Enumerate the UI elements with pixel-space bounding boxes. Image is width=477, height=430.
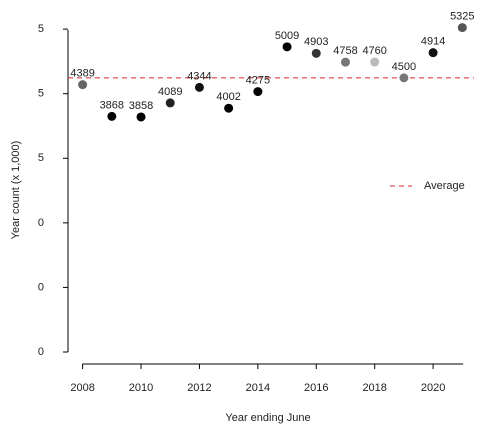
value-label: 4002 <box>216 91 240 103</box>
x-tick-label: 2012 <box>187 382 211 394</box>
point <box>370 57 380 67</box>
x-tick-label: 2010 <box>129 382 153 394</box>
point <box>107 111 117 121</box>
x-tick-label: 2018 <box>362 382 386 394</box>
point <box>194 82 204 92</box>
y-tick-label: 5 <box>38 23 44 35</box>
y-axis-title: Year count (x 1,000) <box>10 141 22 240</box>
y-tick-label: 0 <box>38 346 44 358</box>
legend-label: Average <box>424 180 465 192</box>
value-label: 4389 <box>70 68 94 80</box>
value-label: 4344 <box>187 70 211 82</box>
point <box>282 42 292 52</box>
value-label: 3858 <box>129 100 153 112</box>
value-label: 3868 <box>100 99 124 111</box>
x-tick-label: 2020 <box>421 382 445 394</box>
y-tick-label: 5 <box>38 88 44 100</box>
x-tick-label: 2016 <box>304 382 328 394</box>
y-tick-label: 0 <box>38 281 44 293</box>
value-label: 4914 <box>421 36 445 48</box>
point <box>253 87 263 97</box>
value-label: 4760 <box>362 45 386 57</box>
point <box>399 73 409 83</box>
value-label: 4275 <box>246 74 270 86</box>
value-label: 4903 <box>304 36 328 48</box>
value-label: 4758 <box>333 45 357 57</box>
value-label: 5009 <box>275 30 299 42</box>
y-tick-label: 5 <box>38 152 44 164</box>
value-label: 4089 <box>158 86 182 98</box>
point <box>165 98 175 108</box>
x-tick-label: 2014 <box>246 382 270 394</box>
point <box>428 48 438 58</box>
point <box>311 48 321 58</box>
point <box>457 23 467 33</box>
y-tick-label: 0 <box>38 217 44 229</box>
value-label: 4500 <box>392 61 416 73</box>
x-axis-title: Year ending June <box>225 412 310 424</box>
point <box>78 80 88 90</box>
value-label: 5325 <box>450 11 474 23</box>
x-tick-label: 2008 <box>70 382 94 394</box>
point <box>340 57 350 67</box>
point <box>136 112 146 122</box>
point <box>224 103 234 113</box>
